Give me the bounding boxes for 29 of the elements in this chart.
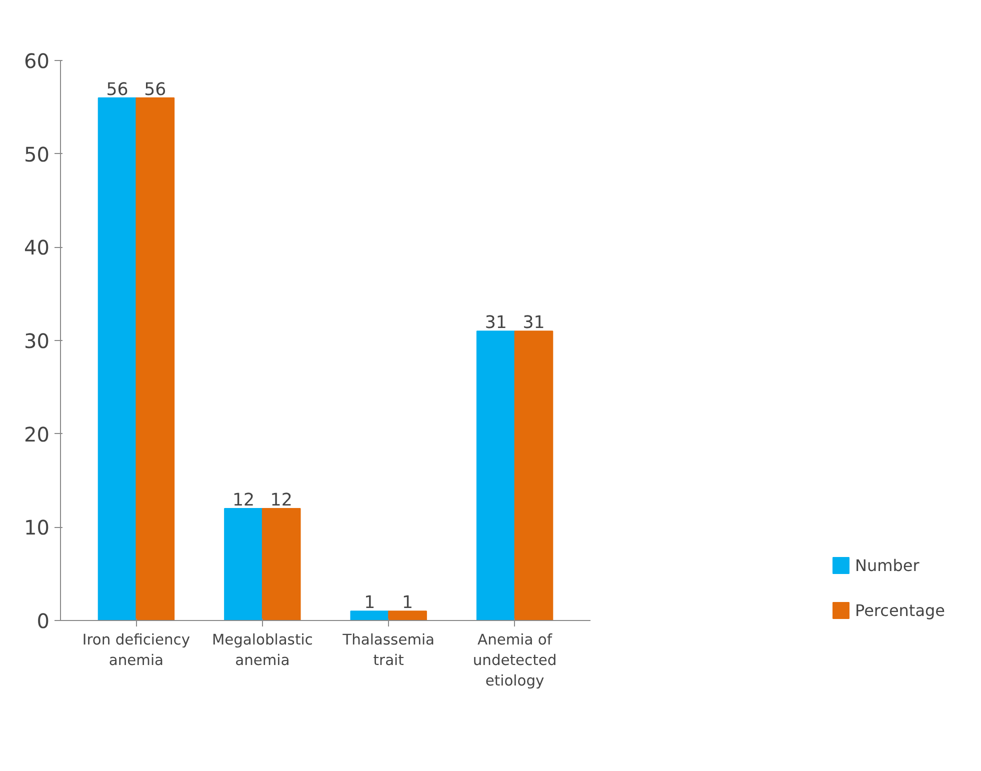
bar	[514, 330, 554, 620]
data-label: 1	[402, 593, 414, 614]
legend-label: Percentage	[854, 600, 946, 620]
y-tick-label: 10	[24, 516, 50, 540]
bar	[98, 97, 137, 620]
x-tick-label: Megaloblastic anemia	[212, 632, 313, 669]
x-tick-label: Thalassemia trait	[342, 632, 435, 669]
y-tick-label: 20	[24, 422, 50, 446]
x-tick-label: Iron deficiency anemia	[82, 632, 190, 669]
bar	[388, 610, 427, 620]
bar	[350, 610, 390, 620]
x-tick-label: Anemia of undetected etiology	[472, 632, 557, 690]
data-label: 1	[364, 593, 376, 614]
data-label: 12	[232, 490, 255, 510]
data-label: 56	[144, 80, 166, 100]
y-tick-label: 0	[36, 609, 50, 633]
data-label: 31	[522, 313, 545, 334]
y-tick-label: 40	[24, 236, 50, 260]
bar	[136, 97, 175, 620]
y-tick-label: 50	[24, 142, 50, 166]
y-tick-label: 30	[24, 329, 50, 353]
data-label: 31	[484, 313, 507, 334]
bar	[476, 330, 516, 620]
legend-label: Number	[854, 556, 920, 574]
bar	[262, 508, 301, 620]
data-label: 12	[270, 490, 292, 510]
data-label: 56	[106, 80, 128, 100]
y-tick-label: 60	[24, 49, 50, 73]
bar	[224, 508, 263, 620]
